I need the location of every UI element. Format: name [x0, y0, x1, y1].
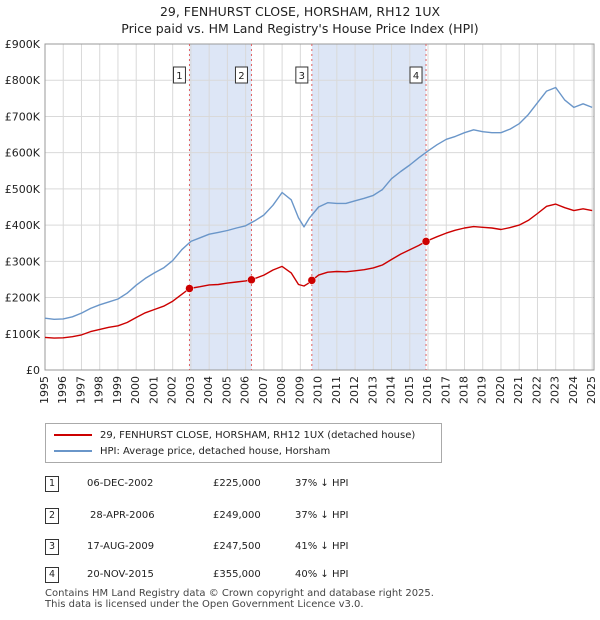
legend: 29, FENHURST CLOSE, HORSHAM, RH12 1UX (d… [45, 423, 442, 463]
x-tick-label: 2018 [458, 376, 471, 404]
hpi-line [44, 86, 593, 320]
y-tick-label: £700K [5, 110, 41, 123]
x-tick-label: 2011 [330, 376, 343, 404]
x-tick-label: 2007 [257, 376, 270, 404]
chart-subtitle: Price paid vs. HM Land Registry's House … [121, 21, 479, 36]
x-tick-label: 2013 [366, 376, 379, 404]
transaction-1-box [172, 66, 186, 84]
y-tick-label: £500K [5, 183, 41, 196]
plot-border [44, 43, 595, 371]
x-tick-label: 2012 [348, 376, 361, 404]
footer: Contains HM Land Registry data © Crown c… [45, 588, 434, 610]
x-tick-label: 2010 [312, 376, 325, 404]
transaction-price: £247,500 [213, 541, 261, 552]
transaction-2-point [247, 275, 256, 285]
legend-swatch-property [54, 434, 92, 436]
transaction-3-point [307, 276, 317, 285]
transaction-date: 17-AUG-2009 [87, 541, 155, 552]
x-tick-label: 2020 [494, 376, 507, 404]
y-tick-label: £100K [5, 328, 41, 341]
x-tick-label: 2001 [147, 376, 160, 404]
legend-label-hpi: HPI: Average price, detached house, Hors… [100, 445, 331, 457]
x-tick-label: 2009 [293, 376, 306, 404]
transaction-number: 3 [45, 539, 59, 555]
transaction-4-point [421, 237, 431, 246]
transaction-3-label: 3 [299, 71, 305, 82]
x-tick-label: 2003 [184, 376, 197, 404]
shaded-range-1 [189, 44, 252, 370]
x-tick-label: 2023 [549, 376, 562, 404]
x-tick-label: 1995 [38, 376, 51, 404]
x-tick-label: 2019 [476, 376, 489, 404]
transaction-price: £225,000 [213, 478, 261, 489]
chart-title: 29, FENHURST CLOSE, HORSHAM, RH12 1UX [159, 4, 441, 19]
x-tick-label: 1996 [56, 376, 69, 404]
transaction-date: 06-DEC-2002 [87, 478, 154, 489]
transaction-number: 2 [45, 508, 59, 524]
legend-item-hpi: HPI: Average price, detached house, Hors… [54, 444, 330, 458]
transaction-date: 28-APR-2006 [90, 510, 155, 521]
transaction-hpi: 41% ↓ HPI [295, 541, 349, 552]
x-tick-label: 2014 [385, 376, 398, 404]
y-tick-label: £300K [5, 255, 41, 268]
x-tick-label: 2006 [239, 376, 252, 404]
footer-licence: This data is licensed under the Open Gov… [45, 599, 364, 610]
transaction-1-label: 1 [176, 71, 182, 82]
transaction-4-box [409, 66, 423, 84]
y-tick-label: £900K [5, 38, 41, 51]
transaction-4-label: 4 [413, 71, 419, 82]
x-tick-label: 2000 [129, 376, 142, 404]
x-tick-label: 2021 [512, 376, 525, 404]
transaction-hpi: 37% ↓ HPI [295, 510, 349, 521]
transaction-price: £355,000 [213, 569, 261, 580]
transaction-hpi: 37% ↓ HPI [295, 478, 349, 489]
transaction-2-label: 2 [238, 71, 244, 82]
shaded-range-2 [311, 44, 427, 370]
y-tick-label: £0 [26, 364, 40, 377]
x-tick-label: 1998 [93, 376, 106, 404]
footer-copyright: Contains HM Land Registry data © Crown c… [45, 588, 434, 599]
legend-swatch-hpi [54, 450, 92, 452]
x-tick-label: 2024 [567, 376, 580, 404]
x-tick-label: 2008 [275, 376, 288, 404]
x-tick-label: 2015 [403, 376, 416, 404]
transaction-date: 20-NOV-2015 [87, 569, 154, 580]
x-tick-label: 2005 [220, 376, 233, 404]
transaction-2-box [234, 66, 248, 84]
x-tick-label: 2025 [585, 376, 598, 404]
transaction-number: 1 [45, 476, 59, 492]
price-chart: £0 £100K £200K £300K £400K £500K £600K £700K £80… [5, 38, 598, 404]
x-tick-label: 2017 [439, 376, 452, 404]
legend-label-property: 29, FENHURST CLOSE, HORSHAM, RH12 1UX (d… [100, 429, 416, 441]
x-tick-label: 1997 [74, 376, 87, 404]
y-tick-label: £400K [5, 219, 41, 232]
x-tick-label: 2002 [166, 376, 179, 404]
legend-item-property: 29, FENHURST CLOSE, HORSHAM, RH12 1UX (d… [54, 428, 415, 442]
y-tick-label: £800K [5, 74, 41, 87]
transaction-3-box [295, 66, 309, 84]
transaction-hpi: 40% ↓ HPI [295, 569, 349, 580]
y-tick-label: £200K [5, 292, 41, 305]
x-tick-label: 2022 [530, 376, 543, 404]
transaction-1-point [185, 284, 194, 293]
transaction-price: £249,000 [213, 510, 261, 521]
x-tick-label: 2004 [202, 376, 215, 404]
x-tick-label: 2016 [421, 376, 434, 404]
y-tick-label: £600K [5, 147, 41, 160]
x-tick-label: 1999 [111, 376, 124, 404]
transaction-number: 4 [45, 567, 59, 583]
